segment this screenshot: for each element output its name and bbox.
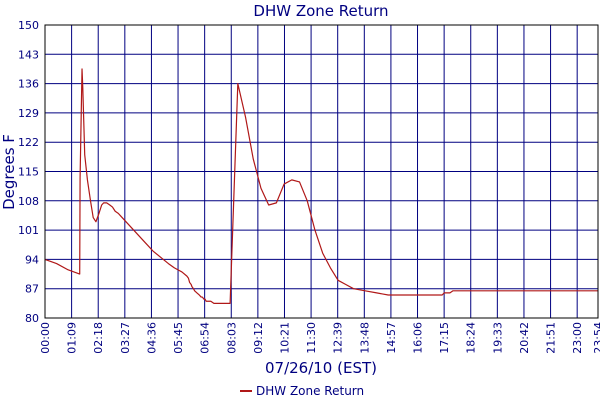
x-tick-label: 18:24	[465, 322, 478, 354]
plot-frame	[44, 24, 599, 319]
y-tick-label: 101	[18, 224, 39, 237]
x-tick-label: 16:06	[412, 322, 425, 354]
x-tick-label: 04:36	[145, 322, 158, 354]
x-tick-label: 05:45	[172, 322, 185, 354]
y-tick-label: 136	[18, 78, 39, 91]
x-tick-label: 14:57	[385, 322, 398, 354]
x-tick-label: 19:33	[491, 322, 504, 354]
y-tick-label: 94	[25, 253, 39, 266]
x-tick-label: 11:30	[305, 322, 318, 354]
x-tick-label: 03:27	[119, 322, 132, 354]
grid-layer	[44, 24, 599, 319]
x-tick-label: 06:54	[199, 322, 212, 354]
y-tick-label: 80	[25, 312, 39, 325]
y-tick-label: 122	[18, 136, 39, 149]
chart-title: DHW Zone Return	[253, 2, 388, 20]
y-tick-labels: 80 87 94 101 108 115 122 129 136 143 150	[18, 19, 39, 325]
x-tick-label: 17:15	[438, 322, 451, 354]
x-tick-label: 23:00	[571, 322, 584, 354]
x-tick-label: 02:18	[92, 322, 105, 354]
x-tick-labels: 00:00 01:09 02:18 03:27 04:36 05:45 06:54 08:03…	[39, 322, 600, 354]
x-axis-label: 07/26/10 (EST)	[265, 359, 377, 377]
y-tick-label: 108	[18, 195, 39, 208]
y-tick-label: 115	[18, 166, 39, 179]
x-tick-label: 01:09	[66, 322, 79, 354]
y-tick-label: 143	[18, 48, 39, 61]
x-tick-label: 09:12	[252, 322, 265, 354]
y-axis-label: Degrees F	[0, 134, 18, 210]
x-tick-label: 00:00	[39, 322, 52, 354]
series-line-dhw-zone-return	[44, 68, 598, 304]
x-tick-label: 10:21	[278, 322, 291, 354]
legend-label-dhw-zone-return: DHW Zone Return	[256, 384, 364, 398]
x-tick-label: 13:48	[358, 322, 371, 354]
y-tick-label: 87	[25, 283, 39, 296]
x-tick-label: 12:39	[332, 322, 345, 354]
y-tick-label: 129	[18, 107, 39, 120]
x-tick-label: 23:54	[592, 322, 600, 354]
series-layer	[44, 68, 598, 304]
legend: DHW Zone Return	[240, 384, 364, 398]
x-tick-label: 21:51	[545, 322, 558, 354]
y-tick-label: 150	[18, 19, 39, 32]
x-tick-label: 08:03	[225, 322, 238, 354]
x-tick-label: 20:42	[518, 322, 531, 354]
